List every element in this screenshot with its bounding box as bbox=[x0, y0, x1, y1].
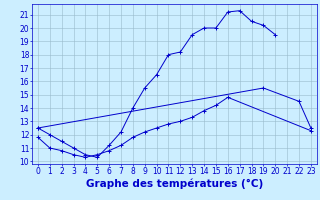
X-axis label: Graphe des températures (°C): Graphe des températures (°C) bbox=[86, 179, 263, 189]
